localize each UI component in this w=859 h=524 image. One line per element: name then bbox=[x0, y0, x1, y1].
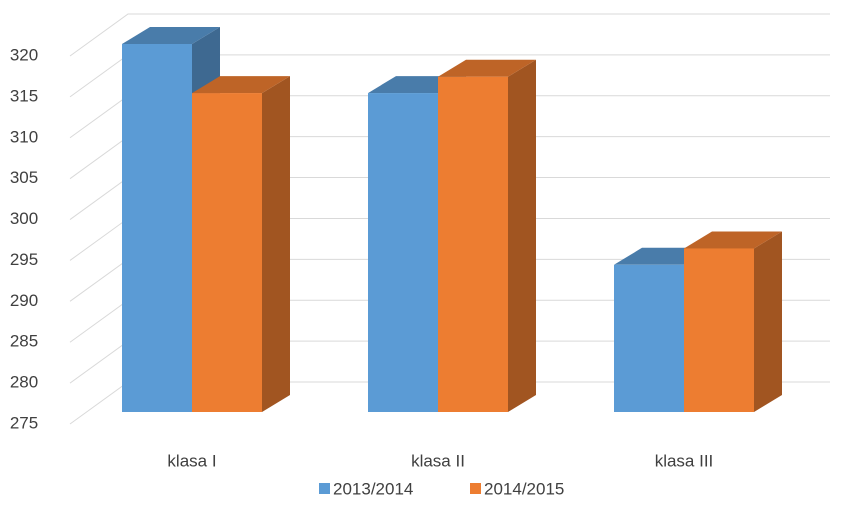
x-tick-label: klasa I bbox=[167, 451, 216, 470]
bar bbox=[614, 264, 684, 412]
bar-top bbox=[122, 27, 220, 44]
y-tick-label: 315 bbox=[10, 86, 38, 105]
bar-top bbox=[438, 59, 536, 77]
bar-side bbox=[754, 231, 782, 412]
grid-line bbox=[69, 13, 830, 57]
legend-swatch bbox=[470, 483, 481, 494]
bar bbox=[192, 93, 262, 413]
legend-label: 2014/2015 bbox=[484, 479, 564, 498]
bar-side bbox=[508, 59, 536, 412]
y-tick-label: 320 bbox=[10, 45, 38, 64]
bar bbox=[684, 248, 754, 412]
y-tick-label: 290 bbox=[10, 291, 38, 310]
bar-top bbox=[192, 76, 290, 94]
bar-side bbox=[262, 76, 290, 413]
y-tick-label: 305 bbox=[10, 168, 38, 187]
legend-swatch bbox=[319, 483, 330, 494]
y-tick-label: 285 bbox=[10, 332, 38, 351]
bar bbox=[438, 76, 508, 412]
legend-label: 2013/2014 bbox=[333, 479, 413, 498]
y-tick-label: 295 bbox=[10, 250, 38, 269]
y-tick-label: 310 bbox=[10, 127, 38, 146]
y-tick-label: 275 bbox=[10, 413, 38, 432]
y-tick-label: 300 bbox=[10, 209, 38, 228]
bar bbox=[122, 44, 192, 412]
x-tick-label: klasa II bbox=[411, 451, 465, 470]
y-tick-label: 280 bbox=[10, 373, 38, 392]
x-tick-label: klasa III bbox=[655, 451, 714, 470]
bar-top bbox=[684, 231, 782, 249]
bar bbox=[368, 93, 438, 413]
